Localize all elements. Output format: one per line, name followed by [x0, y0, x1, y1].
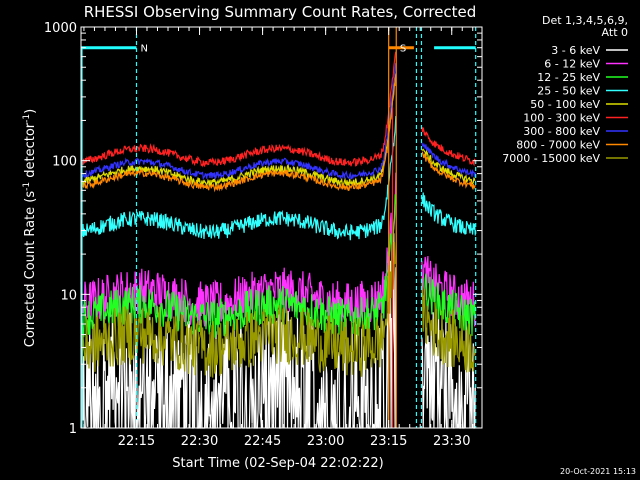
legend-header-line: Att 0	[602, 26, 628, 39]
x-tick-label: 23:00	[307, 434, 344, 449]
y-tick-label: 100	[52, 155, 77, 170]
series-line	[80, 241, 397, 378]
series-line	[421, 151, 476, 191]
series-line	[421, 273, 476, 336]
legend-label: 12 - 25 keV	[537, 71, 600, 84]
legend-label: 50 - 100 keV	[530, 98, 600, 111]
series-line	[421, 286, 476, 373]
legend-label: 3 - 6 keV	[551, 44, 600, 57]
y-axis-label: Corrected Count Rate (s-1 detector-1)	[22, 109, 38, 347]
axes: 22:15 22:30 22:45 23:00 23:15 23:30 1 10 100 1000	[44, 21, 482, 449]
series-line	[80, 172, 397, 328]
x-axis-label: Start Time (02-Sep-04 22:02:22)	[172, 456, 383, 471]
legend-label: 7000 - 15000 keV	[502, 152, 600, 165]
series-line	[80, 51, 397, 168]
flag-label: N	[140, 44, 147, 55]
plot-frame	[80, 26, 483, 429]
x-tick-label: 22:15	[118, 434, 155, 449]
timestamp: 20-Oct-2021 15:13	[560, 467, 636, 476]
x-tick-label: 23:30	[433, 434, 470, 449]
legend-label: 25 - 50 keV	[537, 85, 600, 98]
y-tick-label: 1000	[44, 21, 77, 36]
x-tick-label: 22:30	[181, 434, 218, 449]
legend-header-line: Det 1,3,4,5,6,9,	[542, 14, 628, 27]
legend-label: 300 - 800 keV	[523, 125, 600, 138]
series-line	[421, 148, 476, 185]
series-line	[80, 194, 397, 338]
series-line	[421, 142, 476, 177]
legend-label: 6 - 12 keV	[544, 58, 600, 71]
flag-label: S	[400, 44, 406, 55]
series-line	[80, 115, 397, 241]
legend-label: 100 - 300 keV	[523, 112, 600, 125]
series-line	[80, 73, 397, 193]
series-line	[80, 63, 397, 181]
legend-header: Det 1,3,4,5,6,9,Att 0	[542, 14, 628, 39]
x-tick-label: 23:15	[370, 434, 407, 449]
y-tick-label: 1	[69, 422, 77, 437]
y-tick-label: 10	[60, 288, 77, 303]
legend-label: 800 - 7000 keV	[516, 139, 600, 152]
x-tick-label: 22:45	[244, 434, 281, 449]
series-line	[421, 192, 476, 236]
series-line	[421, 126, 476, 167]
chart-title: RHESSI Observing Summary Count Rates, Co…	[84, 3, 477, 21]
